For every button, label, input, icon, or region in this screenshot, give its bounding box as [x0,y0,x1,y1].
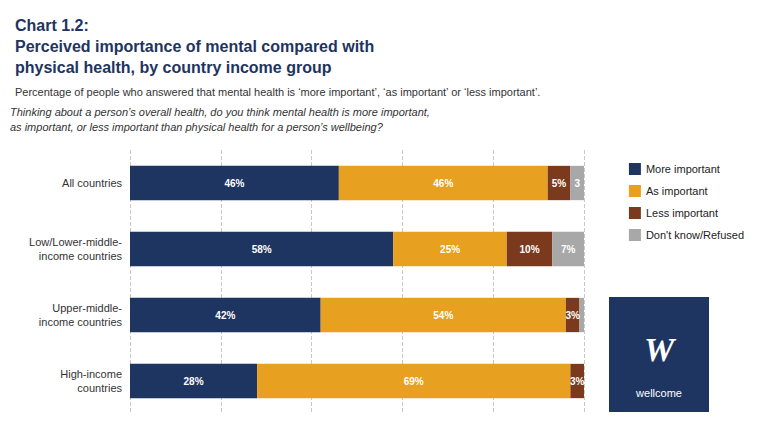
svg-text:Chart 1.2:: Chart 1.2: [15,17,89,34]
svg-text:28%: 28% [184,376,204,387]
svg-text:W: W [644,331,677,368]
svg-text:Thinking about a person’s over: Thinking about a person’s overall health… [10,106,430,118]
svg-text:3%: 3% [565,310,580,321]
svg-text:7%: 7% [561,244,576,255]
svg-text:More important: More important [646,163,720,175]
svg-text:All countries: All countries [62,177,122,189]
svg-text:income countries: income countries [39,250,123,262]
svg-text:54%: 54% [433,310,453,321]
svg-text:as important, or less importan: as important, or less important than phy… [10,121,384,133]
svg-text:Perceived importance of mental: Perceived importance of mental compared … [15,38,374,55]
svg-text:3: 3 [574,178,580,189]
svg-text:High-income: High-income [60,368,122,380]
svg-text:As important: As important [646,185,708,197]
svg-text:42%: 42% [215,310,235,321]
svg-text:69%: 69% [404,376,424,387]
svg-text:Don't know/Refused: Don't know/Refused [646,229,744,241]
svg-text:Percentage of people who answe: Percentage of people who answered that m… [15,86,540,98]
svg-text:physical health, by country in: physical health, by country income group [15,59,332,76]
svg-text:46%: 46% [433,178,453,189]
svg-text:Low/Lower-middle-: Low/Lower-middle- [29,236,122,248]
svg-text:46%: 46% [224,178,244,189]
svg-text:3%: 3% [570,376,585,387]
svg-text:wellcome: wellcome [635,387,682,399]
svg-text:58%: 58% [252,244,272,255]
svg-text:5%: 5% [552,178,567,189]
svg-text:25%: 25% [440,244,460,255]
svg-text:Upper-middle-: Upper-middle- [52,302,122,314]
svg-text:Less important: Less important [646,207,718,219]
svg-text:countries: countries [77,382,122,394]
svg-text:income countries: income countries [39,316,123,328]
svg-text:10%: 10% [520,244,540,255]
